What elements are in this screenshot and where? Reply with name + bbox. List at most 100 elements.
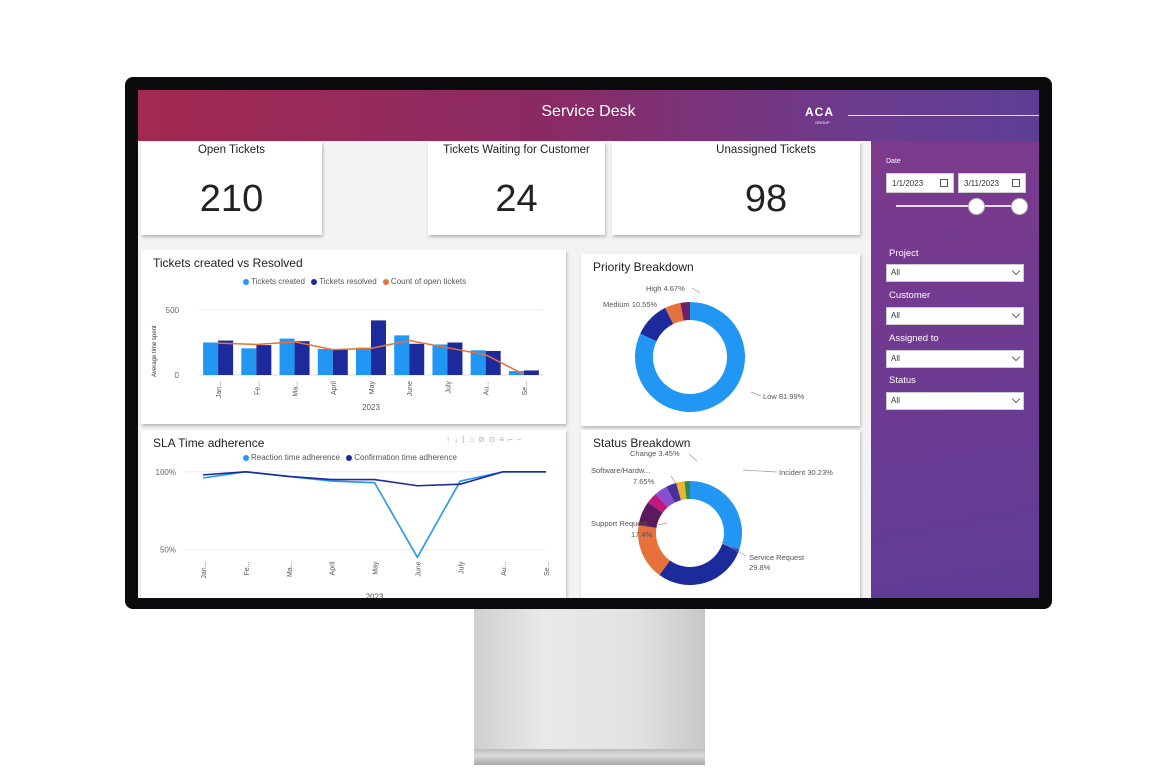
date-slider-track[interactable] (896, 205, 1018, 207)
date-slider-handle-start[interactable] (968, 198, 985, 215)
chevron-down-icon (1011, 266, 1021, 276)
status-select[interactable]: All (886, 392, 1024, 410)
donut-slice (655, 486, 675, 508)
y-tick-label: 500 (166, 306, 180, 315)
y-axis-label: Average time spent (152, 325, 158, 377)
x-tick-label: Ma... (293, 381, 300, 397)
bar-tickets-resolved (218, 340, 234, 375)
x-tick-label: June (415, 561, 422, 576)
leader-line (742, 469, 778, 473)
leader-line (691, 287, 701, 294)
donut-slice (676, 481, 687, 501)
priority-donut-chart: Low 81.99% Medium 10.55% High 4.67% (603, 284, 805, 412)
y-tick-label: 50% (160, 545, 176, 554)
customer-label: Customer (889, 290, 931, 301)
donut-slice (638, 525, 670, 576)
bar-tickets-created (432, 344, 448, 375)
leader-line (720, 541, 747, 557)
kpi-waiting-customer[interactable]: Tickets Waiting for Customer 24 (428, 142, 605, 235)
status-label: Status (889, 375, 916, 386)
chart-legend: Reaction time adherence Confirmation tim… (239, 453, 457, 462)
legend-label: Count of open tickets (390, 277, 467, 286)
data-label: Service Request (749, 553, 805, 562)
kpi-unassigned[interactable]: Unassigned Tickets 98 (612, 142, 860, 235)
report-header: Service Desk ACA GROUP (138, 90, 1039, 141)
x-tick-label: April (331, 381, 338, 395)
data-label: 7.65% (633, 477, 655, 486)
panel-title: Status Breakdown (593, 436, 691, 450)
data-label: Medium 10.55% (603, 300, 658, 309)
data-label: Support Request (591, 519, 648, 528)
x-tick-label: Jan... (201, 561, 208, 578)
data-label: High 4.67% (646, 284, 685, 293)
date-slider-handle-end[interactable] (1011, 198, 1028, 215)
legend-label: Reaction time adherence (251, 453, 340, 462)
legend-label: Tickets resolved (319, 277, 377, 286)
line-series-reaction (202, 470, 546, 559)
bar-tickets-created (508, 371, 524, 375)
leader-line (688, 453, 698, 462)
bar-tickets-resolved (409, 343, 425, 375)
kpi-open-tickets[interactable]: Open Tickets 210 (141, 142, 322, 235)
bar-tickets-created (279, 338, 295, 375)
date-from-input[interactable]: 1/1/2023 (886, 173, 954, 193)
assigned-select[interactable]: All (886, 350, 1024, 368)
company-logo: ACA (805, 105, 834, 119)
x-tick-label: Fe... (244, 561, 251, 575)
header-divider (848, 115, 1039, 116)
bar-tickets-created (241, 348, 257, 375)
x-tick-label: July (445, 381, 452, 394)
date-to-input[interactable]: 3/11/2023 (958, 173, 1026, 193)
status-panel[interactable]: Status Breakdown Incident 30.23% Service … (581, 430, 860, 598)
sla-chart-panel[interactable]: SLA Time adherence Reaction time adheren… (141, 430, 566, 598)
y-tick-label: 0 (175, 371, 180, 380)
data-label: 29.8% (749, 563, 771, 572)
chart-legend: Tickets created Tickets resolved Count o… (239, 277, 466, 286)
legend-dot (382, 278, 389, 285)
bar-tickets-resolved (371, 320, 386, 375)
monitor-stand (474, 609, 705, 751)
bar-tickets-resolved (523, 370, 539, 375)
bar-chart: 500 0 Average time spent Jan... Fe... Ma... Ap… (152, 306, 543, 412)
x-tick-label: Au... (484, 381, 491, 395)
priority-panel[interactable]: Priority Breakdown Low 81.99% Medium 10.5… (581, 254, 860, 426)
bar-tickets-resolved (294, 341, 310, 375)
panel-title: SLA Time adherence (153, 436, 265, 450)
bar-tickets-created (356, 347, 371, 375)
y-tick-label: 100% (156, 468, 176, 477)
x-tick-label: Au... (501, 561, 508, 575)
data-label: Software/Hardw... (591, 466, 650, 475)
filter-sidebar: Date 1/1/2023 3/11/2023 Project All Cust… (871, 141, 1039, 598)
leader-line (670, 475, 679, 487)
x-tick-label: Fe... (254, 381, 261, 395)
leader-line (750, 391, 762, 397)
tickets-chart-panel[interactable]: Tickets created vs Resolved Tickets crea… (141, 250, 566, 424)
donut-slice (640, 307, 674, 342)
kpi-title: Tickets Waiting for Customer (443, 144, 590, 156)
date-to-value: 3/11/2023 (964, 179, 999, 188)
panel-title: Tickets created vs Resolved (153, 256, 303, 270)
leader-line (657, 522, 668, 526)
kpi-value: 98 (744, 178, 788, 220)
x-tick-label: Se... (544, 561, 551, 575)
data-label: Low 81.99% (763, 392, 805, 401)
date-label: Date (886, 158, 901, 165)
company-logo-sub: GROUP (815, 120, 830, 125)
dashboard-screen: Service Desk ACA GROUP Open Tickets 210 … (138, 90, 1039, 598)
legend-label: Confirmation time adherence (354, 453, 457, 462)
calendar-icon[interactable] (940, 179, 948, 187)
legend-label: Tickets created (251, 277, 305, 286)
x-tick-label: May (369, 381, 376, 395)
calendar-icon[interactable] (1012, 179, 1020, 187)
x-tick-label: July (458, 561, 465, 574)
project-select[interactable]: All (886, 264, 1024, 282)
line-series-confirmation (202, 470, 546, 487)
bar-tickets-resolved (485, 350, 501, 375)
donut-slice (659, 543, 740, 585)
data-label: 17.4% (631, 530, 653, 539)
customer-select[interactable]: All (886, 307, 1024, 325)
visual-toolbar[interactable]: ↑↓⌊⌂⊘⊙≡⌐– (446, 435, 526, 444)
chevron-down-icon (1011, 309, 1021, 319)
data-label: Incident 30.23% (779, 468, 833, 477)
